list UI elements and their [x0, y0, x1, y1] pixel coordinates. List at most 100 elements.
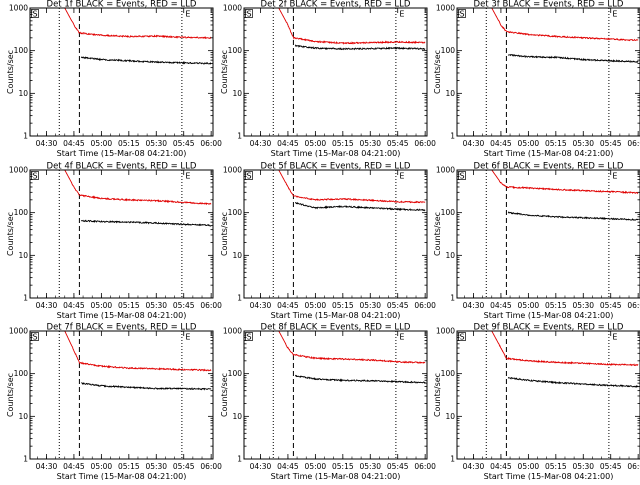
y-tick-label: 10 — [445, 89, 455, 98]
start-marker-box — [31, 332, 39, 341]
end-marker-label: E — [612, 333, 617, 342]
x-axis-label: Start Time (15-Mar-08 04:21:00) — [271, 149, 401, 158]
y-tick-label: 1000 — [436, 327, 455, 336]
y-axis-label: Counts/sec — [6, 212, 15, 256]
x-tick-label: 06:00 — [200, 462, 222, 471]
y-tick-label: 1000 — [436, 166, 455, 175]
start-marker-label: S — [246, 172, 251, 181]
end-marker-label: E — [185, 333, 190, 342]
x-tick-label: 04:30 — [463, 462, 485, 471]
y-axis-label: Counts/sec — [220, 50, 229, 94]
y-tick-label: 100 — [441, 208, 456, 217]
y-axis-label: Counts/sec — [220, 373, 229, 417]
y-tick-label: 100 — [441, 46, 456, 55]
x-tick-label: 06:00 — [627, 139, 640, 148]
x-tick-label: 05:45 — [387, 139, 409, 148]
series-events — [507, 211, 639, 221]
plot-frame — [243, 7, 428, 137]
series-lld — [491, 330, 639, 367]
x-axis-label: Start Time (15-Mar-08 04:21:00) — [271, 311, 401, 320]
series-events — [80, 56, 212, 65]
x-tick-label: 04:30 — [463, 139, 485, 148]
x-tick-label: 04:30 — [36, 139, 58, 148]
x-tick-label: 05:30 — [572, 301, 594, 310]
panel-det-7: Det 7f BLACK = Events, RED = LLD Counts/s… — [6, 323, 222, 482]
x-tick-label: 06:00 — [627, 462, 640, 471]
y-tick-label: 10 — [232, 412, 242, 421]
x-axis-label: Start Time (15-Mar-08 04:21:00) — [57, 149, 187, 158]
panel-det-1: Det 1f BLACK = Events, RED = LLD Counts/s… — [6, 0, 222, 158]
y-tick-label: 1 — [23, 132, 28, 141]
y-axis-label: Counts/sec — [6, 373, 15, 417]
start-marker-box — [245, 332, 253, 341]
x-tick-label: 05:15 — [118, 301, 140, 310]
y-axis-label: Counts/sec — [433, 373, 442, 417]
panel-title: Det 8f BLACK = Events, RED = LLD — [261, 323, 411, 333]
x-tick-label: 04:45 — [63, 301, 85, 310]
x-tick-label: 05:30 — [145, 301, 167, 310]
x-tick-label: 04:45 — [63, 139, 85, 148]
x-tick-label: 06:00 — [200, 301, 222, 310]
end-marker-label: E — [612, 172, 617, 181]
start-marker-box — [31, 9, 39, 18]
y-axis-label: Counts/sec — [6, 50, 15, 94]
y-tick-label: 100 — [14, 46, 29, 55]
panel-title: Det 6f BLACK = Events, RED = LLD — [474, 162, 624, 172]
y-tick-label: 10 — [18, 412, 28, 421]
x-tick-label: 05:45 — [387, 301, 409, 310]
start-marker-box — [31, 171, 39, 180]
y-tick-label: 1000 — [9, 166, 28, 175]
start-marker-box — [245, 9, 253, 18]
y-axis-label: Counts/sec — [433, 50, 442, 94]
x-tick-label: 06:00 — [627, 301, 640, 310]
y-tick-label: 1000 — [223, 166, 242, 175]
start-marker-label: S — [459, 172, 464, 181]
x-tick-label: 05:00 — [518, 301, 540, 310]
series-events — [294, 201, 426, 212]
x-tick-label: 05:30 — [145, 139, 167, 148]
x-tick-label: 05:15 — [332, 301, 354, 310]
x-axis-label: Start Time (15-Mar-08 04:21:00) — [271, 472, 401, 480]
y-tick-label: 1 — [450, 132, 455, 141]
x-tick-label: 05:45 — [173, 301, 195, 310]
y-axis-label: Counts/sec — [433, 212, 442, 256]
panel-det-4: Det 4f BLACK = Events, RED = LLD Counts/s… — [6, 162, 222, 321]
y-tick-label: 100 — [228, 369, 243, 378]
x-tick-label: 05:45 — [387, 462, 409, 471]
series-events — [80, 219, 212, 227]
x-tick-label: 05:00 — [91, 301, 113, 310]
series-events — [294, 374, 426, 384]
y-tick-label: 10 — [18, 251, 28, 260]
x-tick-label: 06:00 — [414, 301, 436, 310]
y-tick-label: 1 — [237, 455, 242, 464]
y-tick-label: 1000 — [223, 327, 242, 336]
panel-title: Det 4f BLACK = Events, RED = LLD — [47, 162, 197, 172]
x-axis-label: Start Time (15-Mar-08 04:21:00) — [484, 149, 614, 158]
series-lld — [64, 169, 212, 206]
y-tick-label: 1000 — [9, 4, 28, 13]
panel-title: Det 7f BLACK = Events, RED = LLD — [47, 323, 197, 333]
x-tick-label: 06:00 — [200, 139, 222, 148]
series-lld — [278, 169, 426, 204]
y-tick-label: 10 — [445, 412, 455, 421]
series-lld — [491, 7, 639, 42]
y-axis-label: Counts/sec — [220, 212, 229, 256]
x-tick-label: 05:45 — [173, 139, 195, 148]
y-tick-label: 100 — [14, 208, 29, 217]
y-tick-label: 1000 — [436, 4, 455, 13]
x-tick-label: 05:15 — [545, 139, 567, 148]
x-tick-label: 05:15 — [118, 139, 140, 148]
panel-det-2: Det 2f BLACK = Events, RED = LLD Counts/s… — [220, 0, 436, 158]
end-marker-label: E — [399, 333, 404, 342]
panel-title: Det 2f BLACK = Events, RED = LLD — [261, 0, 411, 10]
panel-title: Det 3f BLACK = Events, RED = LLD — [474, 0, 624, 10]
series-lld — [64, 330, 212, 372]
x-tick-label: 05:30 — [572, 462, 594, 471]
start-marker-box — [458, 171, 466, 180]
x-tick-label: 06:00 — [414, 139, 436, 148]
x-tick-label: 05:15 — [332, 139, 354, 148]
panel-det-5: Det 5f BLACK = Events, RED = LLD Counts/s… — [220, 162, 436, 321]
y-tick-label: 1 — [450, 294, 455, 303]
y-tick-label: 100 — [228, 208, 243, 217]
